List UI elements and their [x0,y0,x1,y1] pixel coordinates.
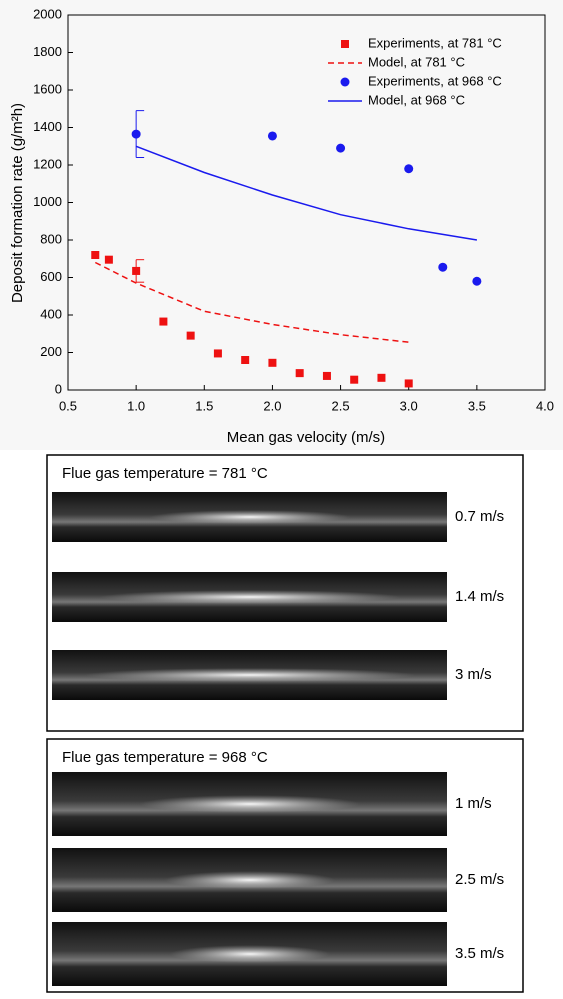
x-axis-title: Mean gas velocity (m/s) [227,429,385,446]
legend-label: Model, at 968 °C [368,92,465,107]
data-point [472,276,482,286]
photo-deposit [140,795,360,813]
photo-deposit [85,668,415,682]
photo-label: 3.5 m/s [455,945,504,962]
x-tick-label: 2.0 [263,398,281,413]
y-tick-label: 1400 [33,119,62,134]
data-point [350,375,359,384]
legend-label: Model, at 781 °C [368,54,465,69]
y-tick-label: 0 [55,381,62,396]
x-tick-label: 4.0 [536,398,554,413]
photo-label: 2.5 m/s [455,871,504,888]
data-point [131,129,141,139]
panel-title: Flue gas temperature = 781 °C [62,465,268,482]
x-tick-label: 2.5 [332,398,350,413]
photo-label: 3 m/s [455,666,492,683]
data-point [104,255,113,264]
x-tick-label: 3.5 [468,398,486,413]
x-tick-label: 3.0 [400,398,418,413]
x-tick-label: 1.0 [127,398,145,413]
data-point [213,349,222,358]
y-tick-label: 1800 [33,44,62,59]
data-point [404,164,414,174]
legend-label: Experiments, at 968 °C [368,73,502,88]
data-point [336,143,346,153]
data-point [91,251,100,259]
photo-deposit [150,510,350,524]
model-line [135,145,478,241]
data-point [438,262,448,272]
x-tick-label: 1.5 [195,398,213,413]
model-line [94,261,409,343]
data-point [267,131,277,141]
photo-label: 0.7 m/s [455,508,504,525]
y-axis-title: Deposit formation rate (g/m²h) [9,103,26,303]
legend-label: Experiments, at 781 °C [368,35,502,50]
data-point [159,317,168,326]
data-point [268,358,277,367]
legend-marker [341,40,349,48]
data-point [377,373,386,382]
photo-deposit [100,590,400,604]
data-point [322,371,331,380]
y-tick-label: 600 [40,269,62,284]
data-point [295,369,304,378]
y-tick-label: 2000 [33,6,62,21]
y-tick-label: 1200 [33,156,62,171]
photo-label: 1 m/s [455,795,492,812]
y-tick-label: 400 [40,306,62,321]
panel-title: Flue gas temperature = 968 °C [62,749,268,766]
chart-background [0,0,563,450]
y-tick-label: 1600 [33,81,62,96]
data-point [241,356,250,364]
y-tick-label: 800 [40,231,62,246]
photo-deposit [165,871,335,889]
data-point [404,379,413,388]
data-point [186,331,195,340]
photo-label: 1.4 m/s [455,588,504,605]
photo-deposit [170,945,330,963]
y-tick-label: 200 [40,344,62,359]
data-point [132,266,141,275]
x-tick-label: 0.5 [59,398,77,413]
legend-marker [340,77,350,87]
y-tick-label: 1000 [33,194,62,209]
